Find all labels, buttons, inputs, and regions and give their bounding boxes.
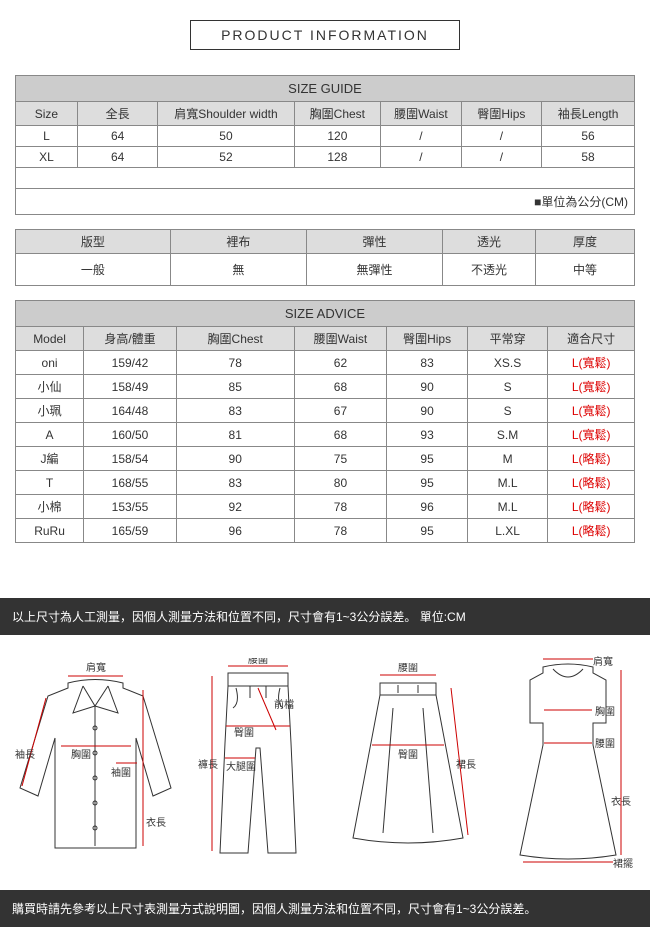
size-guide-table: SIZE GUIDE Size 全長 肩寬Shoulder width 胸圍Ch… [15,75,635,215]
svg-text:裙長: 裙長 [456,758,476,771]
size-guide-header-row: Size 全長 肩寬Shoulder width 胸圍Chest 腰圍Waist… [16,102,635,126]
svg-text:腰圍: 腰圍 [398,663,418,674]
dress-diagram: 肩寬 胸圍 腰圍 衣長 裙擺 [498,655,638,870]
svg-text:裙擺: 裙擺 [613,857,633,870]
svg-text:肩寬: 肩寬 [593,655,613,668]
attributes-header-row: 版型 裡布 彈性 透光 厚度 [16,230,635,254]
size-guide-heading: SIZE GUIDE [16,76,635,102]
svg-text:胸圍: 胸圍 [71,748,91,761]
table-row: oni159/42786283XS.SL(寬鬆) [16,351,635,375]
table-row: 小仙158/49856890SL(寬鬆) [16,375,635,399]
table-row: 小珮164/48836790SL(寬鬆) [16,399,635,423]
guide-top-text: 以上尺寸為人工測量，因個人測量方法和位置不同，尺寸會有1~3公分誤差。 單位:C… [0,598,650,635]
svg-text:袖長: 袖長 [15,748,35,761]
size-advice-header-row: Model 身高/體重 胸圍Chest 腰圍Waist 臀圍Hips 平常穿 適… [16,327,635,351]
skirt-diagram: 腰圍 臀圍 裙長 [338,663,478,863]
svg-text:褲長: 褲長 [198,758,218,771]
title-text: PRODUCT INFORMATION [190,20,460,50]
svg-text:前檔: 前檔 [274,698,294,711]
svg-text:大腿圍: 大腿圍 [226,760,256,773]
measurement-guide: 以上尺寸為人工測量，因個人測量方法和位置不同，尺寸會有1~3公分誤差。 單位:C… [0,598,650,927]
svg-text:臀圍: 臀圍 [398,749,418,761]
svg-text:肩寬: 肩寬 [86,661,106,674]
svg-text:衣長: 衣長 [146,816,166,829]
guide-bottom-text: 購買時請先參考以上尺寸表測量方式說明圖，因個人測量方法和位置不同，尺寸會有1~3… [0,890,650,927]
table-row-empty [16,168,635,189]
svg-text:袖圍: 袖圍 [111,766,131,779]
table-row: T168/55838095M.LL(略鬆) [16,471,635,495]
svg-text:衣長: 衣長 [611,795,631,808]
table-row: A160/50816893S.ML(寬鬆) [16,423,635,447]
garment-diagrams: 肩寬 胸圍 袖長 袖圍 衣長 腰圍 前檔 臀圍 大腿圍 褲長 [0,635,650,890]
svg-text:臀圍: 臀圍 [234,727,254,739]
svg-text:胸圍: 胸圍 [595,705,615,718]
svg-text:腰圍: 腰圍 [248,658,268,666]
size-advice-heading: SIZE ADVICE [16,301,635,327]
table-row: L6450120//56 [16,126,635,147]
svg-text:腰圍: 腰圍 [595,738,615,750]
table-row: 小棉153/55927896M.LL(略鬆) [16,495,635,519]
attributes-table: 版型 裡布 彈性 透光 厚度 一般 無 無彈性 不透光 中等 [15,229,635,286]
table-row: 一般 無 無彈性 不透光 中等 [16,254,635,286]
size-advice-table: SIZE ADVICE Model 身高/體重 胸圍Chest 腰圍Waist … [15,300,635,543]
unit-row: ■單位為公分(CM) [16,189,635,215]
table-row: RuRu165/59967895L.XLL(略鬆) [16,519,635,543]
table-row: XL6452128//58 [16,147,635,168]
table-row: J編158/54907595ML(略鬆) [16,447,635,471]
pants-diagram: 腰圍 前檔 臀圍 大腿圍 褲長 [198,658,318,868]
shirt-diagram: 肩寬 胸圍 袖長 袖圍 衣長 [13,658,178,868]
product-info-title: PRODUCT INFORMATION [15,20,635,50]
